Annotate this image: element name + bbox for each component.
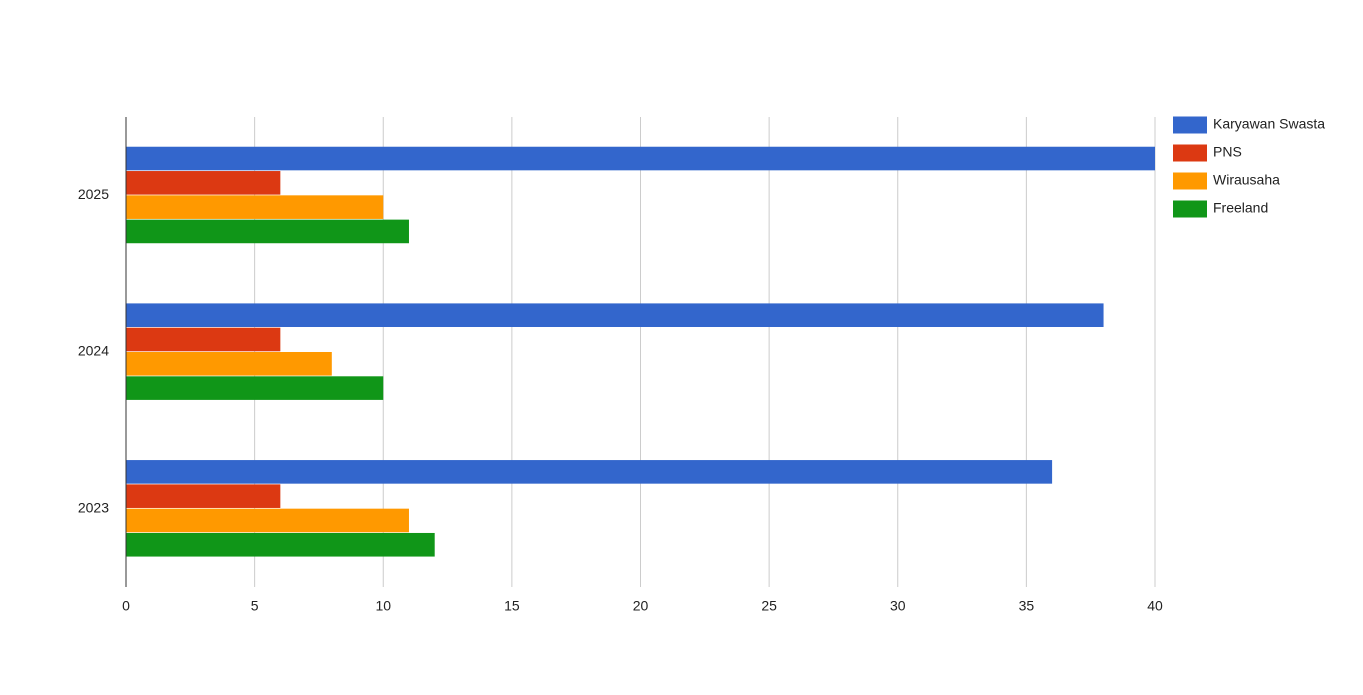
x-tick-label: 0 <box>122 598 130 614</box>
legend-swatch <box>1173 116 1207 134</box>
x-tick-label: 10 <box>375 598 391 614</box>
x-tick-label: 20 <box>633 598 649 614</box>
bar <box>126 508 409 533</box>
y-tick-label: 2024 <box>78 343 109 359</box>
bar <box>126 195 384 219</box>
x-tick-label: 35 <box>1019 598 1035 614</box>
y-tick-label: 2023 <box>78 499 109 515</box>
x-tick-label: 40 <box>1147 598 1163 614</box>
x-tick-label: 15 <box>504 598 520 614</box>
y-tick-label: 2025 <box>78 186 109 202</box>
bar <box>126 146 1155 171</box>
x-tick-label: 5 <box>251 598 259 614</box>
bar <box>126 484 281 508</box>
bar <box>126 460 1053 484</box>
legend-label: Karyawan Swasta <box>1213 116 1325 132</box>
legend-swatch <box>1173 200 1207 218</box>
bar <box>126 327 281 352</box>
legend-label: Freeland <box>1213 200 1268 216</box>
legend-swatch <box>1173 144 1207 162</box>
bar <box>126 219 409 244</box>
bar <box>126 532 435 557</box>
bar <box>126 376 384 400</box>
legend-swatch <box>1173 172 1207 190</box>
bar <box>126 303 1104 327</box>
x-tick-label: 25 <box>761 598 777 614</box>
legend-label: Wirausaha <box>1213 172 1280 188</box>
bar <box>126 171 281 195</box>
legend-label: PNS <box>1213 144 1242 160</box>
bar <box>126 352 332 376</box>
x-tick-label: 30 <box>890 598 906 614</box>
